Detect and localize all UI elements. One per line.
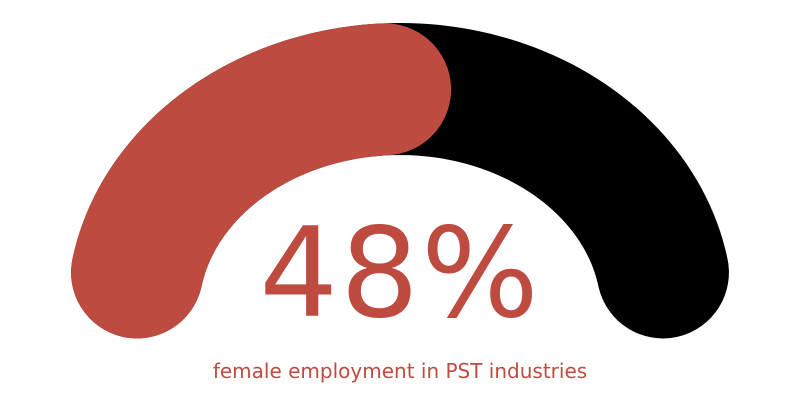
gauge-value-label: 48% [259,202,541,346]
gauge-caption: female employment in PST industries [212,359,588,383]
gauge-value-arc [71,23,452,339]
